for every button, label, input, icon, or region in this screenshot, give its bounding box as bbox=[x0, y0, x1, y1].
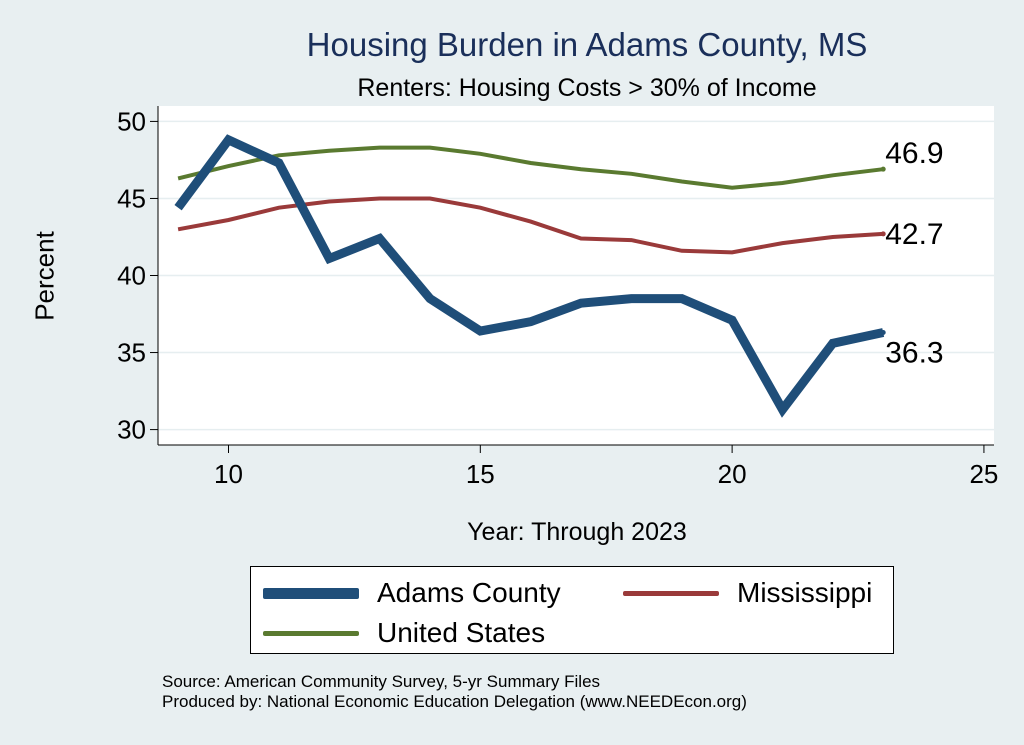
x-tick-label-10: 10 bbox=[214, 459, 243, 489]
y-tick-label-30: 30 bbox=[117, 415, 146, 445]
series-line-mississippi bbox=[177, 196, 884, 255]
legend-label-adams-county: Adams County bbox=[377, 577, 561, 608]
series-endpoint-adams-county bbox=[880, 330, 886, 336]
series-endpoint-mississippi bbox=[880, 231, 886, 237]
source-note: Source: American Community Survey, 5-yr … bbox=[162, 672, 747, 712]
x-tick-label-25: 25 bbox=[969, 459, 998, 489]
y-tick-label-35: 35 bbox=[117, 338, 146, 368]
x-axis-label: Year: Through 2023 bbox=[467, 518, 687, 546]
series-endpoint-united-states bbox=[880, 166, 886, 172]
y-tick-label-50: 50 bbox=[117, 106, 146, 136]
legend-swatch-united-states bbox=[263, 630, 359, 636]
legend-item-adams-county: Adams County bbox=[263, 577, 561, 609]
end-label-mississippi: 42.7 bbox=[885, 218, 943, 251]
legend-label-mississippi: Mississippi bbox=[737, 577, 873, 608]
chart-title: Housing Burden in Adams County, MS bbox=[306, 26, 868, 63]
legend-item-united-states: United States bbox=[263, 617, 545, 649]
legend-label-united-states: United States bbox=[377, 617, 546, 648]
end-label-adams-county: 36.3 bbox=[885, 337, 943, 370]
legend-item-mississippi: Mississippi bbox=[623, 577, 872, 609]
x-tick-label-20: 20 bbox=[718, 459, 747, 489]
end-label-united-states: 46.9 bbox=[885, 137, 943, 170]
series-line-united-states bbox=[177, 145, 884, 190]
source-line-1: Source: American Community Survey, 5-yr … bbox=[162, 672, 601, 691]
y-axis-label: Percent bbox=[29, 231, 60, 321]
chart-subtitle: Renters: Housing Costs > 30% of Income bbox=[357, 74, 817, 102]
legend-swatch-mississippi bbox=[623, 590, 719, 596]
legend: Adams County Mississippi United States bbox=[250, 566, 894, 654]
legend-swatch-adams-county bbox=[263, 587, 359, 599]
y-tick-label-45: 45 bbox=[117, 183, 146, 213]
series-line-adams-county bbox=[174, 134, 885, 418]
source-line-2: Produced by: National Economic Education… bbox=[162, 692, 747, 711]
x-tick-label-15: 15 bbox=[466, 459, 495, 489]
y-tick-label-40: 40 bbox=[117, 261, 146, 291]
